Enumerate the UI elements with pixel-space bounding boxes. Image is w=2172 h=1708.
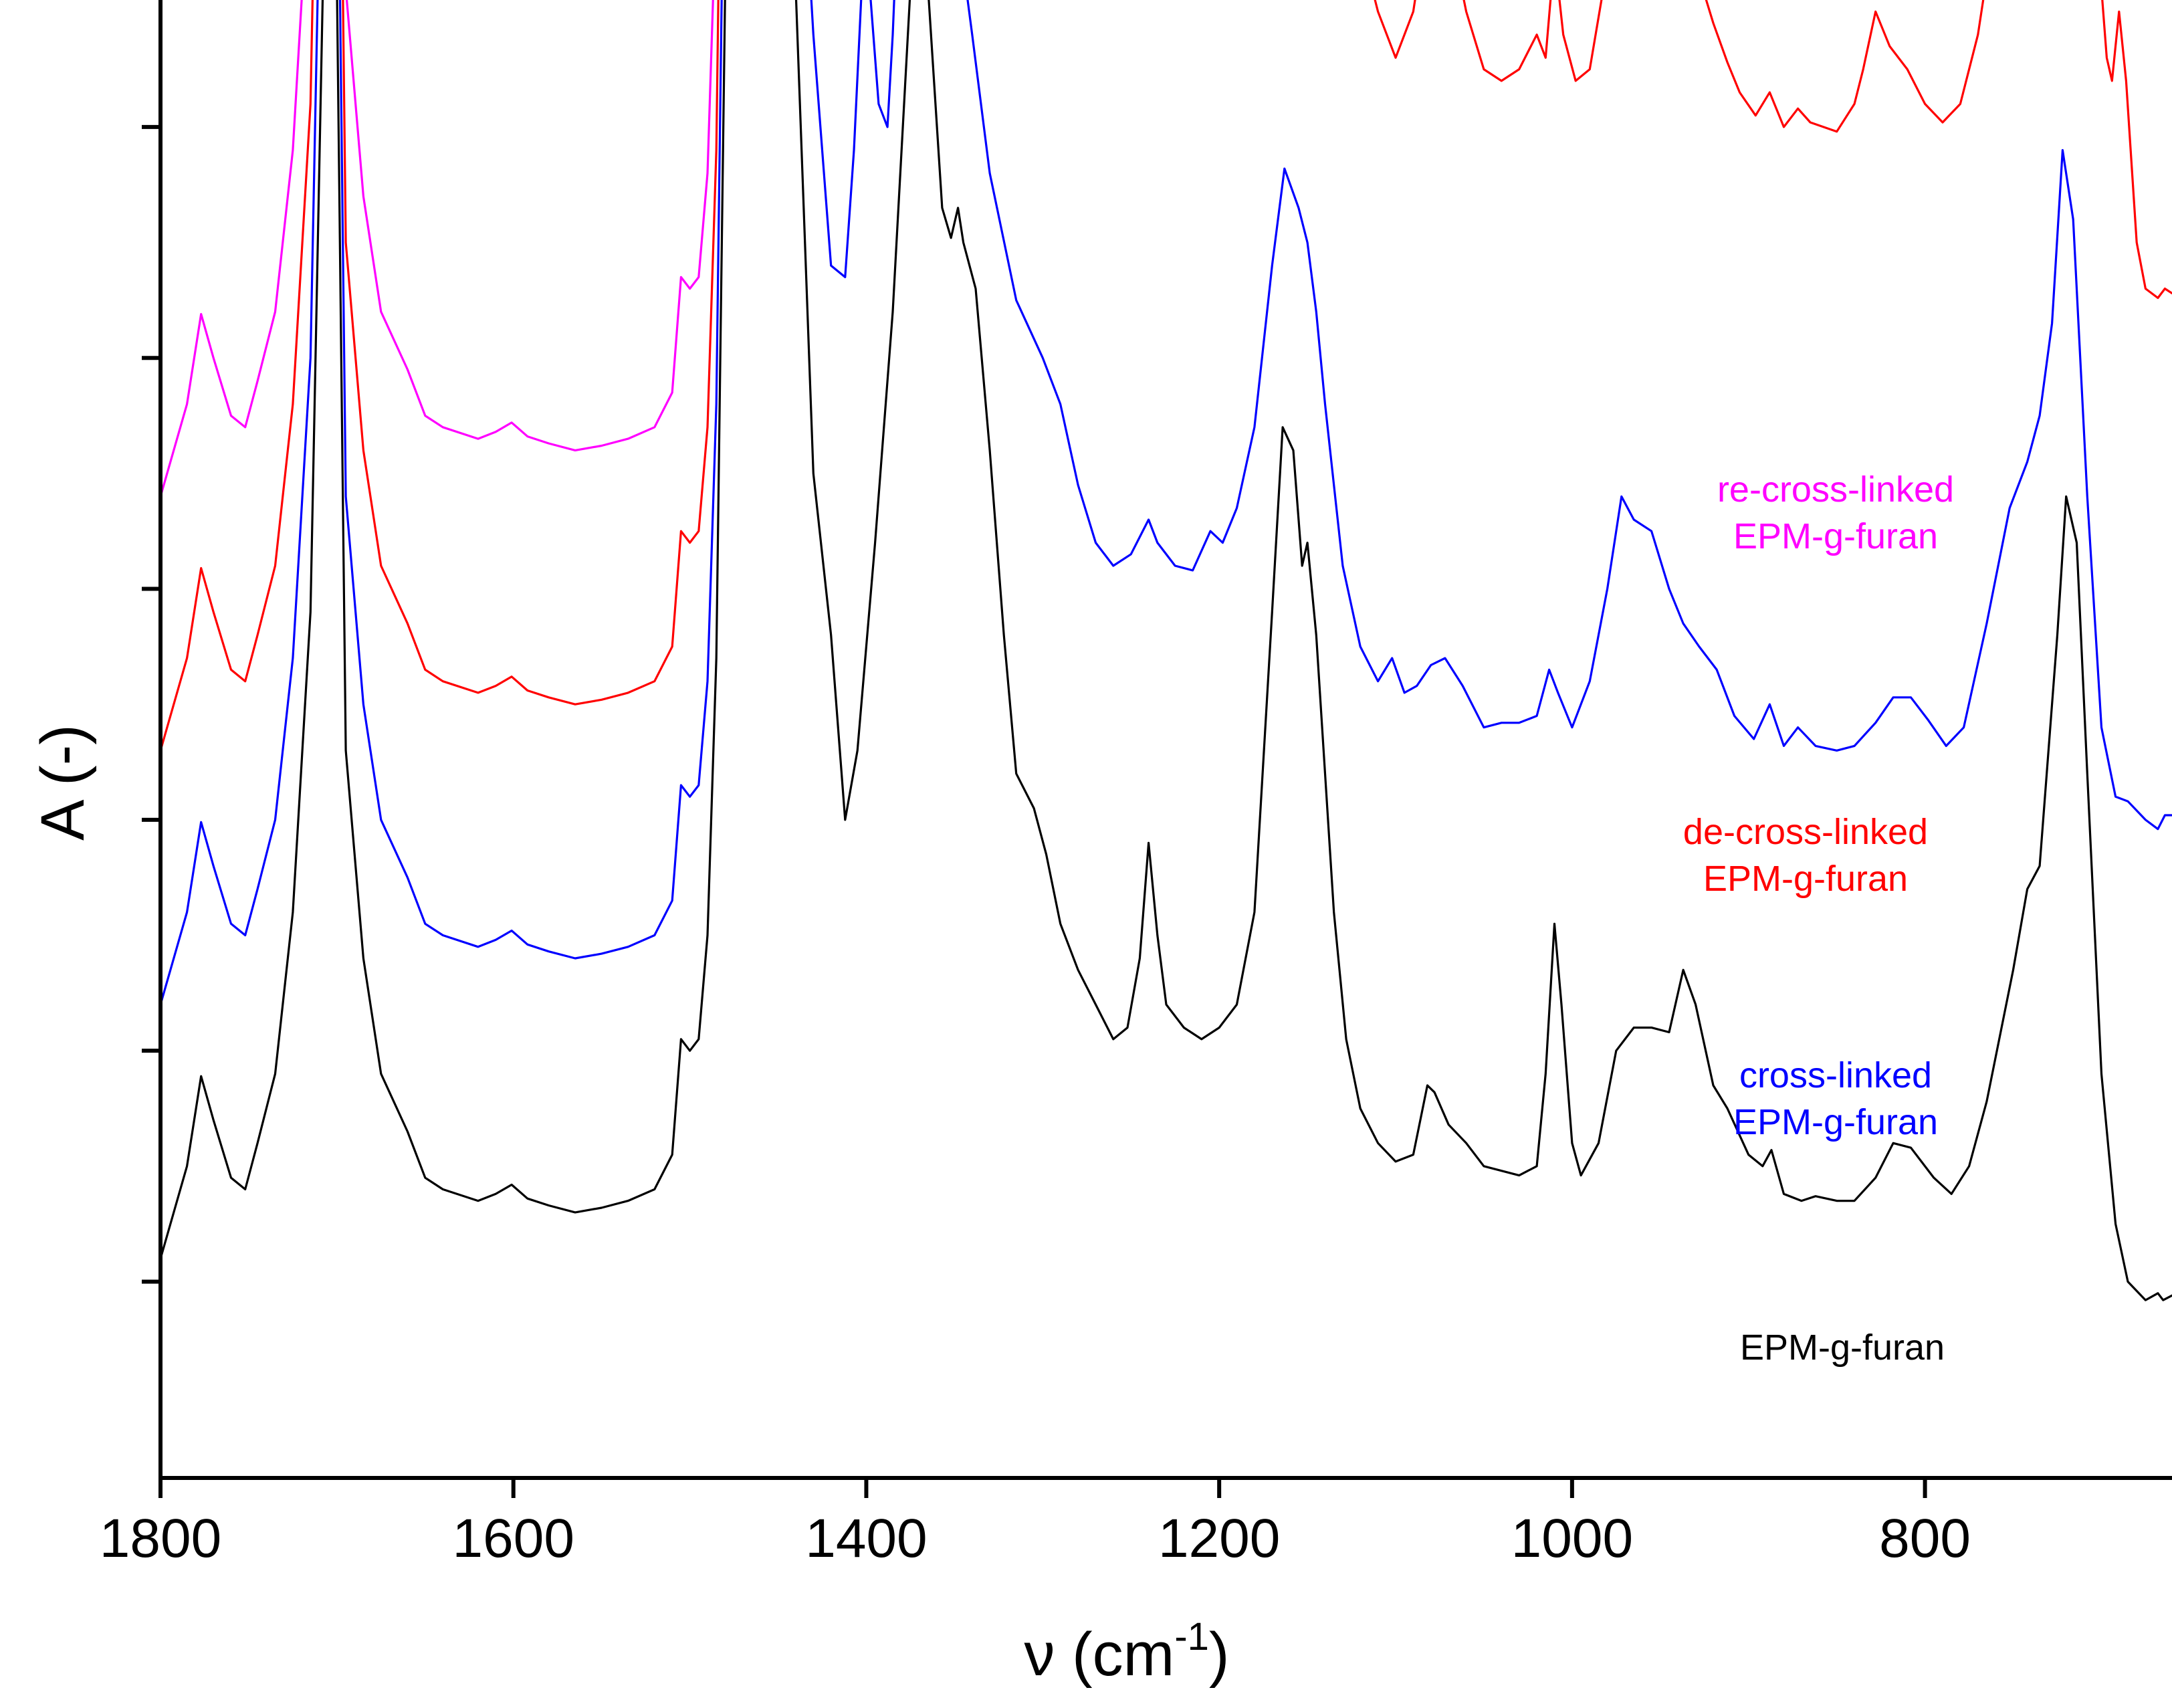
series-label-3-line-0: re-cross-linked	[1717, 469, 1954, 510]
series-line-0	[160, 0, 2172, 1301]
x-tick-label-1000: 1000	[1511, 1508, 1633, 1569]
series-line-1	[160, 0, 2172, 1006]
series-label-0-line-0: EPM-g-furan	[1740, 1327, 1945, 1368]
x-axis-title-main: ν (cm	[1024, 1620, 1174, 1689]
series-label-3-line-1: EPM-g-furan	[1733, 516, 1938, 556]
series-label-1-line-1: EPM-g-furan	[1733, 1102, 1938, 1142]
y-axis-title: A (-)	[29, 724, 97, 841]
series-label-2-line-0: de-cross-linked	[1683, 812, 1928, 852]
x-axis-title-close: )	[1209, 1620, 1230, 1689]
x-tick-label-1600: 1600	[453, 1508, 574, 1569]
series-label-1-line-0: cross-linked	[1739, 1055, 1932, 1095]
x-axis-title-superscript: -1	[1174, 1615, 1209, 1659]
x-tick-label-1800: 1800	[100, 1508, 221, 1569]
x-axis-title: ν (cm-1)	[1024, 1615, 1229, 1689]
series-line-3	[160, 0, 714, 498]
series-layer	[160, 0, 2172, 1301]
y-ticks	[142, 124, 160, 1284]
series-label-2-line-1: EPM-g-furan	[1703, 859, 1908, 899]
x-tick-label-1400: 1400	[805, 1508, 927, 1569]
x-tick-label-1200: 1200	[1158, 1508, 1280, 1569]
x-tick-label-800: 800	[1879, 1508, 1971, 1569]
series-labels: EPM-g-furan cross-linked EPM-g-furan de-cro…	[1683, 469, 1954, 1368]
series-line-2	[160, 0, 2172, 752]
x-ticks: 1800 1600 1400 1200 1000 800	[100, 1478, 1971, 1569]
